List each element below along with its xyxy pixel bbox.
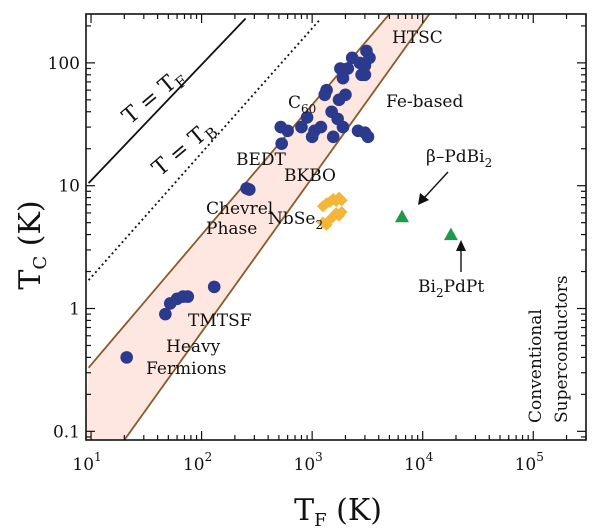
series-0-point-11 xyxy=(281,124,294,138)
series-0-point-16 xyxy=(314,120,328,134)
series-0-point-37 xyxy=(358,126,372,140)
label-tmtsf: TMTSF xyxy=(188,311,252,331)
series-0-point-18 xyxy=(320,83,333,97)
series-0-point-9 xyxy=(275,137,288,150)
series-0-point-0 xyxy=(120,351,133,364)
band-lower-edge xyxy=(123,14,431,440)
y-tick-label-0: 0.1 xyxy=(53,422,80,442)
label-superconductors: Superconductors xyxy=(552,275,572,423)
series-0-point-33 xyxy=(358,68,372,82)
plot-frame xyxy=(85,13,587,441)
plot-area xyxy=(86,14,458,440)
label-chevrel: Chevrel xyxy=(206,199,273,219)
series-0-point-8 xyxy=(242,183,256,196)
tick-labels: 101 102 103 104 105 0.1 1 10 100 xyxy=(48,54,544,475)
y-tick-label-1: 1 xyxy=(69,300,80,320)
series-0-point-19 xyxy=(326,130,340,144)
label-bkbo: BKBO xyxy=(284,166,336,186)
series-0-point-5 xyxy=(181,290,195,303)
series-1-point-6 xyxy=(335,194,348,207)
x-tick-label-1: 102 xyxy=(183,450,212,475)
series-0-point-12 xyxy=(295,120,308,134)
x-tick-label-2: 103 xyxy=(294,450,323,475)
x-axis-title: TF (K) xyxy=(294,493,382,529)
label-htsc: HTSC xyxy=(392,28,443,48)
axis-ticks xyxy=(85,14,587,440)
series-0-point-27 xyxy=(336,120,350,134)
line-t-equals-tf xyxy=(87,17,247,184)
label-t-equals-tf: T = TF xyxy=(118,64,191,132)
label-nbse2: NbSe2 xyxy=(268,209,323,232)
label-bedt: BEDT xyxy=(236,150,287,170)
series-2-point-1 xyxy=(443,227,458,241)
x-tick-label-3: 104 xyxy=(404,450,434,475)
arrow-bi2pdpt xyxy=(456,240,466,272)
label-fe-based: Fe-based xyxy=(386,92,463,112)
label-beta-pdbi2: β–PdBi2 xyxy=(426,147,492,170)
series-2-point-0 xyxy=(395,209,410,223)
label-c60: C60 xyxy=(288,93,316,116)
label-conventional: Conventional xyxy=(526,309,546,423)
series-0-point-6 xyxy=(207,280,221,294)
label-fermions: Fermions xyxy=(146,359,227,379)
label-bi2pdpt: Bi2PdPt xyxy=(418,277,484,300)
series-0-point-26 xyxy=(341,62,355,75)
x-tick-label-0: 101 xyxy=(72,450,101,475)
y-tick-label-3: 100 xyxy=(48,54,80,74)
series-0-point-1 xyxy=(159,307,172,321)
arrow-beta-pdbi2 xyxy=(418,171,449,205)
series-0-point-36 xyxy=(363,51,376,65)
label-heavy: Heavy xyxy=(166,337,221,357)
series-0-point-13 xyxy=(300,111,314,124)
label-t-equals-tb: T = TB xyxy=(148,116,222,184)
line-t-equals-tb xyxy=(87,17,322,281)
x-tick-label-4: 105 xyxy=(515,450,544,475)
series-1-point-13 xyxy=(335,206,348,219)
series-0-point-25 xyxy=(339,88,352,102)
uemura-band xyxy=(86,14,430,440)
label-phase: Phase xyxy=(206,219,257,239)
y-axis-title: TC (K) xyxy=(13,200,51,289)
y-tick-label-2: 10 xyxy=(58,177,80,197)
series-0-point-24 xyxy=(336,71,350,85)
data-marks xyxy=(120,44,458,364)
